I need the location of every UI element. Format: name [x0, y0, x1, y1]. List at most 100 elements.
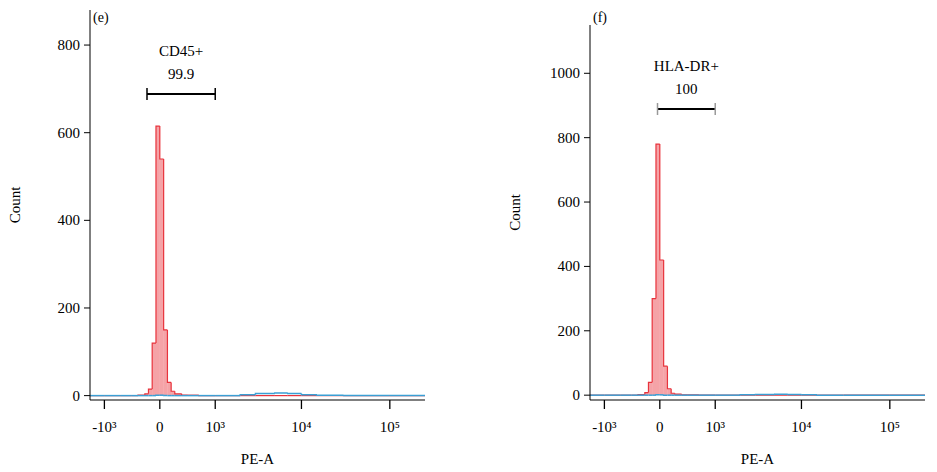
panel: 0200400600800-10³010³10⁴10⁵PE-ACount(e)C… [7, 10, 425, 467]
histogram-step [660, 144, 664, 260]
y-tick-label: 800 [58, 37, 81, 53]
histogram-step [801, 394, 817, 396]
y-tick [584, 202, 590, 203]
x-tick [159, 400, 160, 409]
histogram-step [175, 395, 182, 397]
histogram-step [890, 394, 925, 396]
histogram-step [215, 395, 240, 396]
y-tick [584, 395, 590, 396]
y-tick-label: 400 [58, 212, 81, 228]
histogram-step [90, 395, 104, 397]
y-tick [584, 137, 590, 138]
histogram-bar [275, 395, 288, 396]
histogram-step [188, 395, 199, 396]
y-axis [90, 10, 91, 400]
histogram-bar [675, 394, 682, 396]
histogram-step [175, 391, 182, 394]
histogram-step [817, 394, 844, 396]
histogram-step [160, 126, 164, 159]
histogram-step [755, 394, 774, 396]
histogram-step [671, 394, 675, 396]
histogram-step [621, 395, 632, 396]
histogram-step [699, 394, 715, 396]
y-tick-label: 200 [558, 323, 581, 339]
histogram-step [817, 395, 844, 396]
y-tick-label: 600 [558, 194, 581, 210]
histogram-bar [755, 395, 774, 396]
x-tick-label: 10⁴ [291, 419, 311, 435]
histogram-bar [288, 395, 302, 396]
y-tick [584, 330, 590, 331]
histogram-step [656, 394, 660, 396]
histogram-bar [890, 395, 925, 396]
histogram-step [638, 394, 645, 396]
histogram-step [275, 392, 288, 394]
histogram-bar [90, 395, 104, 396]
histogram-step [844, 394, 890, 396]
y-tick [84, 395, 90, 396]
histogram-bar [152, 343, 156, 396]
histogram-step [645, 394, 649, 396]
histogram-step [301, 393, 317, 394]
histogram-step [132, 395, 138, 397]
histogram-step [138, 395, 145, 397]
histogram-step [664, 394, 668, 396]
histogram-step [788, 393, 802, 395]
histogram-bar [199, 395, 215, 396]
gate-bar [658, 108, 716, 110]
histogram-step [344, 394, 390, 396]
x-tick [889, 400, 890, 409]
histogram-step [604, 395, 620, 396]
gate-value: 100 [675, 81, 698, 97]
histogram-step [590, 394, 604, 396]
histogram-bar [775, 395, 788, 396]
x-tick-label: 10⁵ [880, 419, 900, 435]
panel: 02004006008001000-10³010³10⁴10⁵PE-ACount… [507, 10, 925, 467]
histogram-bar [699, 395, 715, 396]
x-tick-label: 10³ [205, 419, 225, 435]
histogram-step [590, 395, 604, 396]
gate-label: HLA-DR+ [654, 58, 719, 74]
histogram-step [145, 395, 149, 397]
x-axis-label: PE-A [741, 451, 775, 467]
histogram-step [648, 394, 652, 396]
x-axis [590, 400, 925, 401]
histogram-bar [740, 395, 755, 396]
histogram-bar [590, 395, 604, 396]
histogram-step [390, 395, 425, 397]
histogram-step [632, 394, 638, 396]
marks [590, 144, 925, 395]
histogram-step [132, 395, 138, 396]
histogram-step [664, 260, 668, 366]
x-tick [715, 400, 716, 409]
histogram-step [317, 394, 344, 396]
gate-end [657, 103, 659, 115]
histogram-bar [844, 395, 890, 396]
histogram-step [167, 330, 171, 383]
histogram-step [638, 394, 645, 396]
histogram-bar [638, 394, 645, 396]
histogram-step [255, 395, 274, 396]
histogram-step [121, 395, 132, 396]
histogram-step [148, 389, 152, 394]
histogram-step [682, 394, 688, 396]
x-tick [801, 400, 802, 409]
histogram-step [775, 393, 788, 395]
histogram-bar [817, 395, 844, 396]
x-tick-label: -10³ [92, 419, 117, 435]
x-tick-label: 10³ [705, 419, 725, 435]
histogram-bar [621, 395, 632, 396]
histogram-step [740, 395, 755, 396]
y-tick [84, 132, 90, 133]
histogram-step [255, 393, 274, 394]
y-tick [84, 45, 90, 46]
histogram-step [171, 382, 175, 391]
histogram-step [199, 395, 215, 397]
histogram-step [167, 395, 171, 397]
x-tick [604, 400, 605, 409]
histogram-bar [156, 126, 160, 395]
x-tick [389, 400, 390, 409]
y-axis [590, 25, 591, 400]
histogram-step [715, 394, 740, 396]
y-tick [584, 73, 590, 74]
